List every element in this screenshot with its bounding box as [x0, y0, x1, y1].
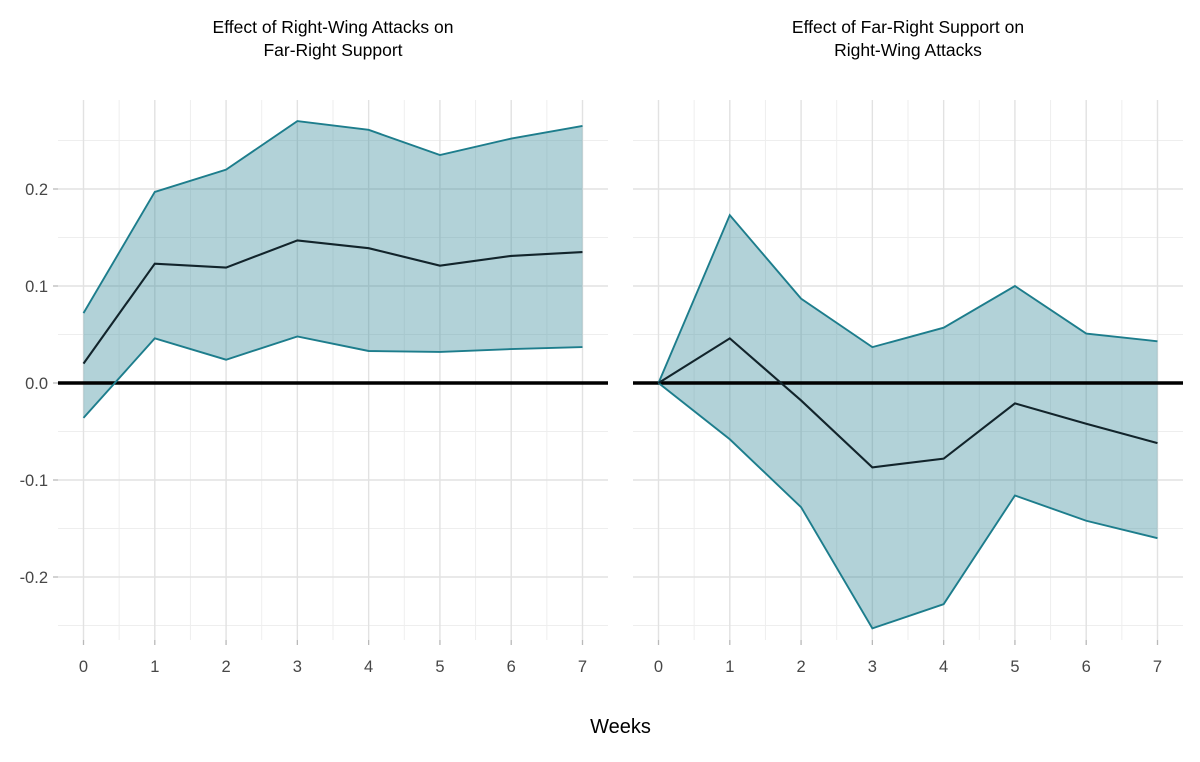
- estimate-line: [82, 239, 583, 365]
- y-tick-label: -0.1: [20, 472, 48, 490]
- estimate-line: [657, 337, 1158, 469]
- x-tick-label: 5: [1010, 658, 1019, 676]
- x-tick-label: 4: [364, 658, 373, 676]
- y-tick-label: 0.2: [25, 181, 48, 199]
- upper-ci-line: [657, 213, 1158, 384]
- x-tick-label: 7: [1153, 658, 1162, 676]
- x-axis-title: Weeks: [590, 716, 651, 738]
- x-tick-label: 0: [79, 658, 88, 676]
- x-tick-label: 0: [654, 658, 663, 676]
- confidence-band: [658, 215, 1158, 629]
- y-tick-label: -0.2: [20, 569, 48, 587]
- x-tick-label: 4: [939, 658, 948, 676]
- lower-ci-line: [657, 382, 1158, 630]
- panel-1: 0 1 2 3 4 5 6 7: [633, 100, 1183, 676]
- panel-title-right: Effect of Far-Right Support on Right-Win…: [791, 17, 1025, 61]
- y-tick-label: 0.0: [25, 375, 48, 393]
- upper-ci-line: [82, 120, 583, 314]
- confidence-band: [83, 121, 583, 418]
- x-tick-label: 3: [293, 658, 302, 676]
- x-tick-label: 5: [435, 658, 444, 676]
- x-tick-label: 2: [221, 658, 230, 676]
- x-tick-label: 7: [578, 658, 587, 676]
- x-tick-label: 6: [507, 658, 516, 676]
- panel-title-left: Effect of Right-Wing Attacks on Far-Righ…: [212, 17, 454, 61]
- panel-0: 0 1 2 3 4 5 6 7 0.2 0.1 0.0 -0.1 -0.2: [20, 100, 608, 676]
- x-tick-label: 3: [868, 658, 877, 676]
- x-tick-label: 2: [796, 658, 805, 676]
- x-tick-label: 6: [1082, 658, 1091, 676]
- x-tick-label: 1: [150, 658, 159, 676]
- x-tick-label: 1: [725, 658, 734, 676]
- y-tick-label: 0.1: [25, 278, 48, 296]
- lower-ci-line: [82, 335, 583, 419]
